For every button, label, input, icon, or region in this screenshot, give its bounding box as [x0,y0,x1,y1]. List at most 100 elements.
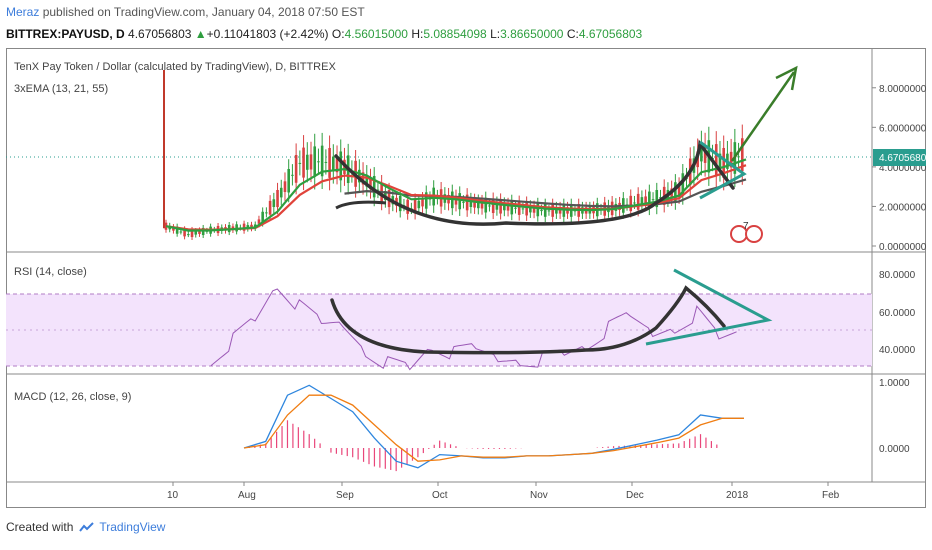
publish-info: Meraz published on TradingView.com, Janu… [6,5,365,19]
author-link[interactable]: Meraz [6,5,40,19]
candle-body [543,203,547,217]
candle-body [465,194,469,211]
chart-border [6,48,926,508]
candle-body [328,147,331,178]
candle-body [458,193,462,210]
candle-body [503,203,506,211]
time-tick-label: Nov [530,490,548,501]
candle-body [462,201,465,203]
candle-body [648,191,651,209]
rsi-label[interactable]: RSI (14, close) [14,266,87,278]
arrow-head-icon [775,65,798,91]
time-tick-label: Feb [822,490,840,501]
last-price-tag-text: 4.67056803 [879,153,926,164]
base-drawing[interactable] [335,200,387,210]
candle-body [469,199,473,208]
rsi-axis: 80.0000 60.0000 40.0000 [879,270,916,356]
candle-body [499,199,502,214]
candle-body [175,226,179,234]
open-label: O: [331,27,345,41]
candle-body [172,227,175,231]
candle-body [257,219,261,224]
candle-body [729,151,733,168]
candle-body [633,202,636,204]
low-label: L: [490,27,501,41]
chart-area[interactable]: TenX Pay Token / Dollar (calculated by T… [6,48,932,508]
last-price-tag [873,149,926,166]
tradingview-brand: TradingView [99,520,166,534]
candle-body [491,198,495,214]
macd-line [243,384,744,469]
candle-body [276,189,279,208]
candle-body [488,205,491,207]
rsi-cup-drawing[interactable] [330,285,726,355]
candle-body [183,229,186,237]
candle-body [700,144,703,162]
signal-line [243,394,744,462]
up-arrow-icon: ▲ [194,27,207,41]
candle-body [674,182,677,202]
breakout-arrow[interactable] [730,71,796,162]
candle-body [320,145,324,177]
candle-body [480,201,484,209]
candle-body [525,202,528,216]
candle-body [291,174,294,176]
macd-tick-label: 0.0000 [879,444,910,455]
candle-body [737,156,740,158]
tradingview-link[interactable]: TradingView [79,520,165,534]
candle-body [473,200,476,208]
candle-body [265,212,268,214]
candle-body [317,161,320,163]
macd-axis: 1.0000 0.0000 [879,378,910,455]
candle-body [703,146,707,163]
rsi-line [210,288,737,371]
candle-body [187,234,190,236]
macd-label[interactable]: MACD (12, 26, close, 9) [14,391,131,403]
candle-body [714,144,718,176]
candle-body [551,203,554,217]
candle-body [421,198,424,207]
candle-body [740,138,744,172]
close-value: 4.67056803 [578,27,643,41]
ema-indicator-label[interactable]: 3xEMA (13, 21, 55) [14,83,108,95]
candle-body [659,197,662,199]
triangle-pattern[interactable] [699,140,747,200]
candle-body [287,168,290,193]
low-value: 3.86650000 [500,27,564,41]
published-text: published on TradingView.com, January 04… [42,5,365,19]
candle-body [313,146,317,177]
time-axis[interactable]: 10 Aug Sep Oct Nov Dec 2018 Feb [167,482,840,501]
candle-body [261,211,264,223]
candle-body [283,181,287,193]
last-price: 4.67056803 [128,27,192,41]
chart-svg[interactable]: TenX Pay Token / Dollar (calculated by T… [6,48,932,508]
macd-tick-label: 1.0000 [879,378,910,389]
candle-body [372,175,376,198]
rsi-tick-label: 80.0000 [879,270,916,281]
open-value: 4.56015000 [344,27,408,41]
rsi-triangle[interactable] [645,268,773,346]
tradingview-logo-icon [79,522,95,532]
candle-body [279,187,283,198]
candle-body [250,224,253,229]
candle-body [417,200,421,209]
candle-body [324,161,328,163]
cup-handle-drawing[interactable] [334,139,735,226]
candle-body [640,197,644,206]
candle-body [406,199,409,214]
candle-body [198,230,201,234]
created-with-text: Created with [6,520,74,534]
candle-body [529,205,532,213]
flag-badge-icon[interactable] [745,225,763,243]
candle-body [629,195,633,212]
time-tick-label: Aug [238,490,256,501]
candle-body [305,154,309,170]
candle-body [506,203,510,211]
ema-fast-line [165,158,747,232]
ema-mid-line [165,164,747,231]
candle-body [332,156,335,172]
